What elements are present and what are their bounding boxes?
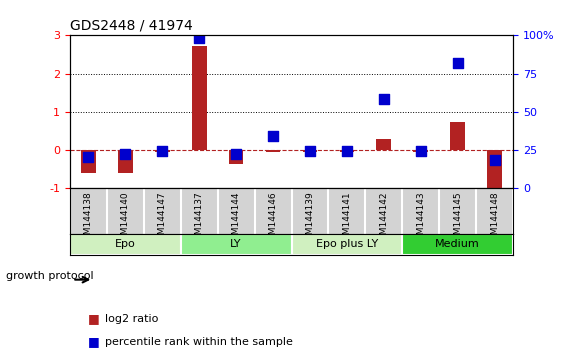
Bar: [192, 46, 206, 150]
Bar: [339, 150, 354, 152]
Text: GSM144142: GSM144142: [380, 192, 388, 246]
Point: [157, 148, 167, 154]
Text: GSM144141: GSM144141: [342, 192, 352, 246]
Point: [305, 148, 315, 154]
Text: ■: ■: [87, 312, 99, 325]
Point: [84, 154, 93, 160]
Point: [195, 36, 204, 41]
FancyBboxPatch shape: [292, 234, 402, 255]
Point: [342, 148, 352, 154]
Text: Medium: Medium: [436, 239, 480, 249]
Text: GSM144145: GSM144145: [453, 192, 462, 246]
Text: GSM144140: GSM144140: [121, 192, 130, 246]
Text: Epo plus LY: Epo plus LY: [316, 239, 378, 249]
Bar: [377, 139, 391, 150]
Bar: [155, 150, 170, 152]
Bar: [303, 150, 317, 152]
FancyBboxPatch shape: [402, 234, 513, 255]
Bar: [487, 150, 502, 190]
Bar: [450, 122, 465, 150]
Bar: [266, 150, 280, 152]
Bar: [229, 150, 244, 164]
Text: GDS2448 / 41974: GDS2448 / 41974: [70, 19, 193, 33]
Bar: [118, 150, 133, 173]
Point: [379, 97, 388, 102]
Point: [490, 158, 499, 163]
Text: ■: ■: [87, 335, 99, 348]
Text: LY: LY: [230, 239, 242, 249]
Point: [121, 152, 130, 157]
FancyBboxPatch shape: [181, 234, 292, 255]
Text: GSM144146: GSM144146: [269, 192, 278, 246]
Point: [231, 152, 241, 157]
Point: [416, 148, 426, 154]
Bar: [413, 150, 428, 152]
Text: GSM144148: GSM144148: [490, 192, 499, 246]
Text: GSM144139: GSM144139: [305, 192, 314, 246]
Text: GSM144143: GSM144143: [416, 192, 425, 246]
Text: Epo: Epo: [115, 239, 136, 249]
FancyBboxPatch shape: [70, 234, 181, 255]
Point: [453, 60, 462, 66]
Text: GSM144147: GSM144147: [158, 192, 167, 246]
Text: growth protocol: growth protocol: [6, 271, 93, 281]
Text: GSM144144: GSM144144: [231, 192, 241, 246]
Text: GSM144137: GSM144137: [195, 192, 203, 246]
Bar: [81, 150, 96, 173]
Text: log2 ratio: log2 ratio: [105, 314, 159, 324]
Point: [268, 133, 278, 139]
Text: percentile rank within the sample: percentile rank within the sample: [105, 337, 293, 347]
Text: GSM144138: GSM144138: [84, 192, 93, 246]
